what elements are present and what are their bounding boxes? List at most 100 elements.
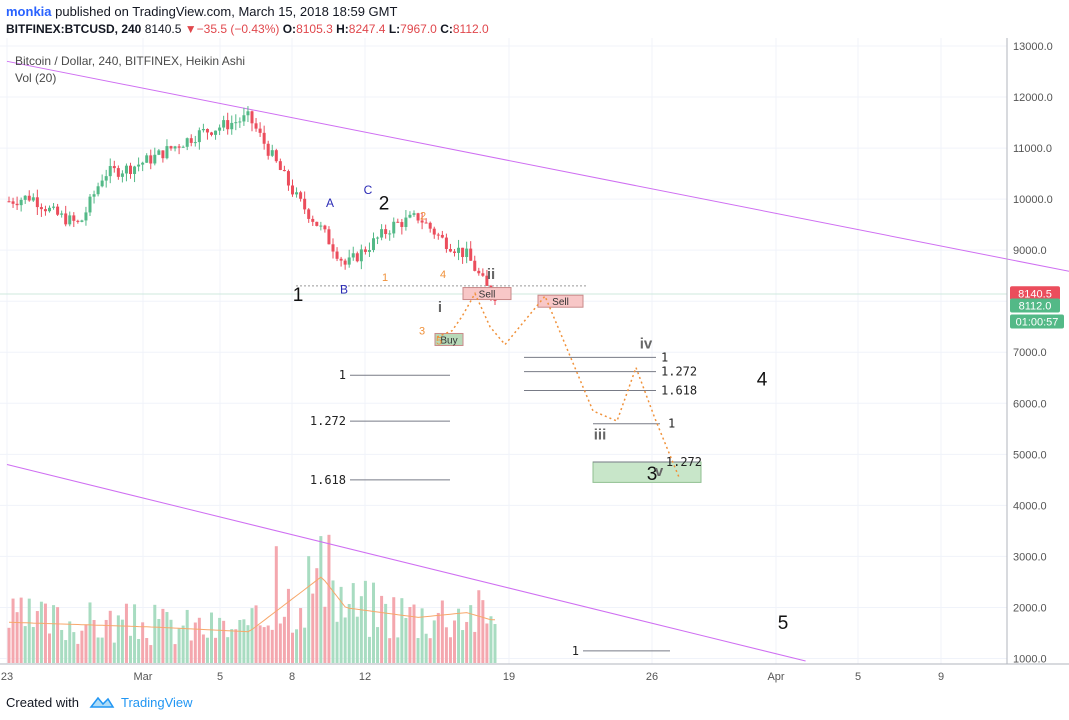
volume-bar [448, 637, 452, 663]
candle-body [19, 199, 23, 206]
volume-bar [327, 534, 331, 663]
lower-trendline [6, 464, 806, 662]
x-tick-label: 12 [359, 671, 371, 683]
volume-bar [72, 632, 76, 663]
candle-body [404, 217, 408, 227]
volume-bar [335, 621, 339, 663]
volume-bar [436, 612, 440, 663]
candle-body [246, 111, 250, 116]
volume-bar [493, 624, 497, 663]
candle-body [254, 123, 258, 129]
sell-box-2-label: Sell [552, 297, 569, 308]
volume-bar [420, 608, 424, 663]
volume-bar [481, 600, 485, 663]
candle-body [335, 251, 339, 259]
volume-bar [133, 604, 137, 663]
volume-bar [76, 643, 80, 663]
volume-bar [412, 604, 416, 663]
candle-body [43, 209, 47, 212]
candle-body [372, 238, 375, 251]
candle-body [39, 207, 43, 210]
fib-right-label: 1 [661, 350, 668, 364]
candle-body [68, 215, 72, 225]
volume-bar [266, 625, 270, 663]
volume-bar [11, 598, 15, 663]
candle-body [84, 212, 88, 221]
candle-body [181, 146, 185, 148]
candle-body [420, 220, 424, 223]
candle-body [7, 201, 11, 203]
volume-bar [376, 627, 380, 663]
volume-bar [226, 637, 230, 663]
volume-bar [100, 637, 104, 663]
volume-bar [323, 606, 327, 663]
wave-roman-iii: iii [594, 427, 607, 444]
wave-major-1: 1 [293, 285, 304, 306]
open-value: 8105.3 [296, 22, 333, 36]
candle-body [311, 218, 315, 222]
candles [7, 106, 497, 306]
volume-bar [116, 615, 120, 663]
candle-body [27, 195, 31, 201]
volume-bar [96, 637, 100, 663]
volume-bar [64, 640, 68, 663]
publish-header: monkia published on TradingView.com, Mar… [6, 4, 397, 19]
fib-iii-label: 1 [668, 417, 675, 431]
candle-body [453, 251, 456, 253]
volume-bar [453, 620, 456, 663]
x-tick-label: 5 [855, 671, 861, 683]
close-price-tag-text: 8112.0 [1019, 300, 1052, 312]
candle-body [291, 185, 294, 195]
volume-bar [307, 556, 311, 663]
y-tick-label: 7000.0 [1013, 347, 1047, 359]
volume-bar [408, 607, 412, 663]
candle-body [48, 207, 51, 212]
volume-bar [88, 602, 92, 663]
candle-body [64, 213, 68, 225]
candle-body [465, 248, 469, 258]
sell-box-2 [537, 294, 584, 308]
close-value: 8112.0 [452, 22, 489, 36]
y-tick-label: 5000.0 [1013, 449, 1047, 461]
x-tick-label: Apr [767, 671, 784, 683]
volume-bar [363, 580, 367, 663]
brand-name[interactable]: TradingView [120, 694, 193, 710]
fib-left-label: 1.272 [310, 414, 346, 428]
x-tick-label: 9 [938, 671, 944, 683]
volume-legend: Vol (20) [15, 71, 56, 85]
volume-bar [258, 625, 262, 663]
volume-bar [48, 633, 51, 663]
volume-bar [339, 586, 343, 663]
volume-bar [153, 604, 157, 663]
volume-bar [104, 619, 108, 663]
volume-bar [400, 598, 404, 663]
candle-body [226, 120, 230, 130]
timer-tag-text: 01:00:57 [1016, 316, 1059, 328]
volume-bar [347, 604, 351, 663]
author-name[interactable]: monkia [6, 4, 52, 19]
volume-bar [282, 616, 286, 663]
candle-body [185, 138, 189, 147]
volume-bar [291, 632, 294, 663]
volume-bar [262, 627, 266, 663]
low-label: L: [388, 22, 401, 36]
candle-body [339, 258, 343, 261]
volume-bar [197, 617, 201, 663]
volume-bar [210, 612, 213, 663]
volume-bar [485, 623, 489, 663]
last-price-tag-text: 8140.5 [1018, 288, 1052, 300]
tradingview-logo-icon [89, 696, 115, 708]
candle-body [424, 222, 428, 224]
candle-body [15, 203, 19, 206]
candle-body [469, 248, 473, 261]
volume-bar [181, 625, 185, 663]
price-chart[interactable]: 11.2721.61811.2721.618111.272SellSellBuy… [0, 38, 1069, 688]
candle-body [214, 130, 218, 135]
wave-sub-4: 4 [440, 269, 446, 281]
fib-bottom-label: 1 [572, 644, 579, 658]
volume-bar [145, 638, 149, 663]
volume-bar [112, 642, 116, 663]
volume-bar [444, 627, 448, 663]
candle-body [250, 111, 254, 124]
candle-body [282, 169, 286, 172]
